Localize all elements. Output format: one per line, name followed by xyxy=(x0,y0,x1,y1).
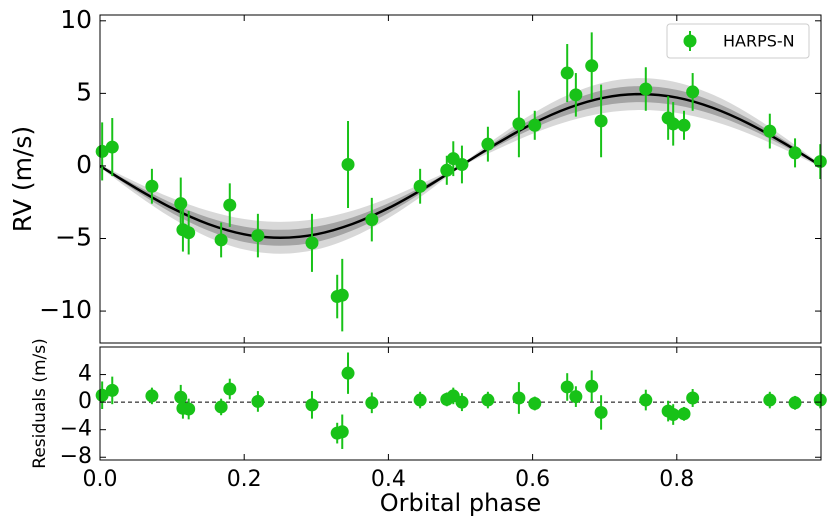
data-point xyxy=(560,66,574,80)
x-axis-label: Orbital phase xyxy=(380,489,542,517)
data-point xyxy=(145,389,159,403)
y-tick-label: 5 xyxy=(76,77,92,106)
plot-frame xyxy=(99,346,822,461)
data-point xyxy=(95,144,109,158)
data-point xyxy=(214,233,228,247)
data-point xyxy=(341,366,355,380)
legend: HARPS-N xyxy=(666,23,810,59)
data-point xyxy=(512,117,526,131)
data-point xyxy=(585,379,599,393)
data-point xyxy=(528,118,542,132)
data-point xyxy=(481,137,495,151)
y-tick-label: 0 xyxy=(76,150,92,179)
data-point xyxy=(223,382,237,396)
y-tick-label: −8 xyxy=(60,444,92,469)
y-axis-label: Residuals (m/s) xyxy=(30,338,50,468)
data-point xyxy=(413,393,427,407)
data-point xyxy=(365,396,379,410)
data-point xyxy=(214,400,228,414)
data-point xyxy=(763,124,777,138)
y-axis-label: RV (m/s) xyxy=(8,126,37,232)
data-point xyxy=(174,390,188,404)
legend-label: HARPS-N xyxy=(723,32,795,51)
data-point xyxy=(105,140,119,154)
data-point xyxy=(145,179,159,193)
data-point xyxy=(455,157,469,171)
data-point xyxy=(813,393,827,407)
data-point xyxy=(666,117,680,131)
data-point xyxy=(639,82,653,96)
data-point xyxy=(305,398,319,412)
data-point xyxy=(813,155,827,169)
data-point xyxy=(639,393,653,407)
data-point xyxy=(251,229,265,243)
x-tick-label: 0.2 xyxy=(227,467,262,492)
data-point xyxy=(174,197,188,211)
legend-marker xyxy=(683,34,697,48)
data-point xyxy=(341,157,355,171)
y-tick-label: −5 xyxy=(55,223,92,252)
data-point xyxy=(686,391,700,405)
y-tick-label: 4 xyxy=(78,362,92,387)
data-point xyxy=(95,388,109,402)
data-point xyxy=(182,402,196,416)
data-point xyxy=(677,407,691,421)
data-point xyxy=(512,391,526,405)
y-tick-label: −10 xyxy=(39,295,92,324)
data-point xyxy=(686,85,700,99)
x-tick-label: 0.4 xyxy=(371,467,406,492)
data-point xyxy=(455,395,469,409)
data-point xyxy=(105,383,119,397)
data-point xyxy=(481,393,495,407)
data-point xyxy=(594,405,608,419)
x-tick-label: 0.0 xyxy=(83,467,118,492)
data-point xyxy=(335,425,349,439)
data-point xyxy=(413,179,427,193)
data-point xyxy=(365,213,379,227)
data-point xyxy=(788,146,802,160)
y-tick-label: 0 xyxy=(78,389,92,414)
data-point xyxy=(677,118,691,132)
data-point xyxy=(440,163,454,177)
data-point xyxy=(182,226,196,240)
data-point xyxy=(666,408,680,422)
data-point xyxy=(528,397,542,410)
data-point xyxy=(223,198,237,212)
data-point xyxy=(560,380,574,394)
legend-box xyxy=(666,23,810,59)
y-tick-label: −4 xyxy=(60,417,92,442)
data-point xyxy=(788,396,802,410)
data-point xyxy=(569,88,583,102)
data-point xyxy=(569,390,583,404)
data-point xyxy=(305,236,319,250)
x-tick-label: 0.6 xyxy=(515,467,550,492)
data-point xyxy=(251,394,265,408)
data-point xyxy=(763,393,777,407)
plot-frame xyxy=(99,14,822,344)
y-tick-label: 10 xyxy=(60,5,92,34)
x-tick-label: 0.8 xyxy=(659,467,694,492)
data-point xyxy=(335,288,349,302)
data-point xyxy=(585,59,599,73)
data-point xyxy=(594,114,608,128)
